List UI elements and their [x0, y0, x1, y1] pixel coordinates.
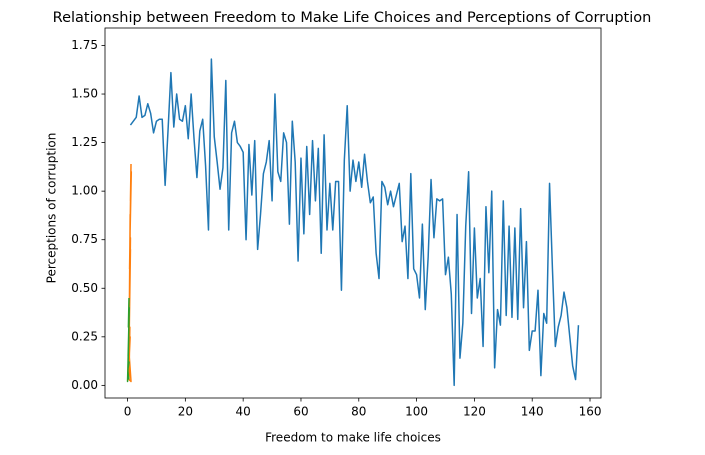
y-tick-label: 1.25	[71, 135, 98, 149]
x-tick-label: 140	[521, 405, 544, 419]
line-series	[126, 297, 131, 383]
x-tick-label: 100	[405, 405, 428, 419]
x-tick-label: 20	[178, 405, 193, 419]
y-tick-label: 0.50	[71, 281, 98, 295]
y-tick-label: 1.75	[71, 38, 98, 52]
y-tick-label: 1.00	[71, 184, 98, 198]
y-tick-label: 1.50	[71, 87, 98, 101]
line-series	[129, 58, 580, 387]
y-tick-label: 0.00	[71, 378, 98, 392]
x-tick-label: 0	[124, 405, 132, 419]
x-tick-label: 80	[351, 405, 366, 419]
y-tick-label: 0.75	[71, 232, 98, 246]
y-axis-label: Perceptions of corruption	[45, 133, 59, 284]
chart-title: Relationship between Freedom to Make Lif…	[53, 10, 652, 26]
x-tick-label: 120	[463, 405, 486, 419]
plot-frame	[104, 27, 602, 399]
x-tick-label: 40	[236, 405, 251, 419]
x-axis-label: Freedom to make life choices	[265, 431, 441, 445]
y-tick-label: 0.25	[71, 329, 98, 343]
x-tick-label: 60	[293, 405, 308, 419]
x-tick-label: 160	[579, 405, 602, 419]
